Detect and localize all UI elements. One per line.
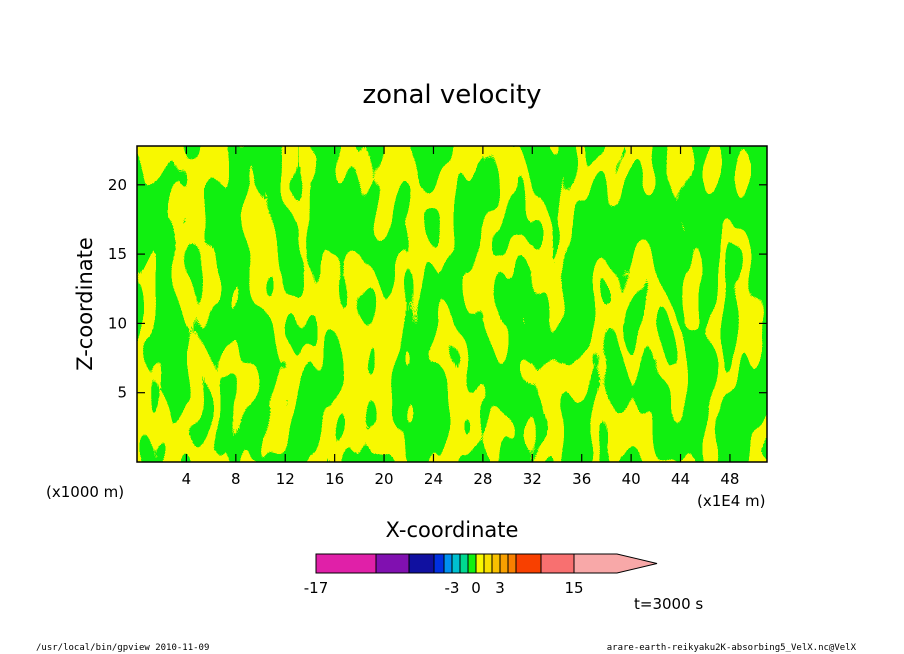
colorbar-swatch: [459, 553, 469, 574]
x-tick-label: 16: [325, 470, 344, 488]
colorbar: [315, 553, 658, 574]
x-tick-label: 44: [671, 470, 690, 488]
time-label: t=3000 s: [634, 595, 703, 613]
colorbar-swatch: [451, 553, 461, 574]
colorbar-swatch: [507, 553, 517, 574]
colorbar-swatch: [475, 553, 485, 574]
x-tick-label: 48: [720, 470, 739, 488]
colorbar-tick-label: 15: [564, 579, 583, 597]
colorbar-swatch: [483, 553, 493, 574]
colorbar-swatch: [467, 553, 477, 574]
x-tick-label: 24: [424, 470, 443, 488]
x-tick-label: 4: [182, 470, 192, 488]
x-unit-label: (x1E4 m): [697, 492, 766, 510]
colorbar-swatch: [515, 553, 542, 574]
plot-frame: [136, 145, 768, 463]
colorbar-tick-label: -17: [304, 579, 329, 597]
y-tick-label: 15: [108, 245, 127, 263]
colorbar-swatch: [499, 553, 509, 574]
x-tick-label: 8: [231, 470, 241, 488]
colorbar-tick-label: -3: [445, 579, 460, 597]
x-axis-label: X-coordinate: [386, 518, 519, 542]
y-tick-label: 10: [108, 314, 127, 332]
x-tick-label: 40: [622, 470, 641, 488]
colorbar-swatch: [573, 553, 658, 574]
colorbar-swatch: [433, 553, 445, 574]
colorbar-tick-label: 3: [495, 579, 505, 597]
y-axis-label: Z-coordinate: [73, 237, 97, 371]
x-tick-label: 20: [375, 470, 394, 488]
colorbar-swatch: [408, 553, 435, 574]
colorbar-swatch: [443, 553, 453, 574]
plot-area: [137, 146, 767, 462]
footer-left: /usr/local/bin/gpview 2010-11-09: [36, 643, 209, 653]
chart-title: zonal velocity: [362, 80, 541, 110]
y-unit-label: (x1000 m): [46, 483, 124, 501]
colorbar-tick-label: 0: [471, 579, 481, 597]
x-axis: 4 8 12 16 20 24 28 32 36 40 44 48: [182, 146, 739, 488]
colorbar-swatch: [540, 553, 575, 574]
contour-fill-yellow: [137, 146, 767, 462]
colorbar-swatch: [315, 553, 377, 574]
y-tick-label: 5: [117, 384, 127, 402]
colorbar-swatch: [491, 553, 501, 574]
x-tick-label: 36: [572, 470, 591, 488]
colorbar-tick-labels: -17 -3 0 3 15: [304, 579, 584, 597]
y-tick-label: 20: [108, 176, 127, 194]
footer-right: arare-earth-reikyaku2K-absorbing5_VelX.n…: [607, 643, 857, 653]
x-tick-label: 12: [276, 470, 295, 488]
y-axis: 5 10 15 20: [108, 176, 767, 402]
x-tick-label: 32: [523, 470, 542, 488]
colorbar-swatch: [375, 553, 410, 574]
x-tick-label: 28: [473, 470, 492, 488]
